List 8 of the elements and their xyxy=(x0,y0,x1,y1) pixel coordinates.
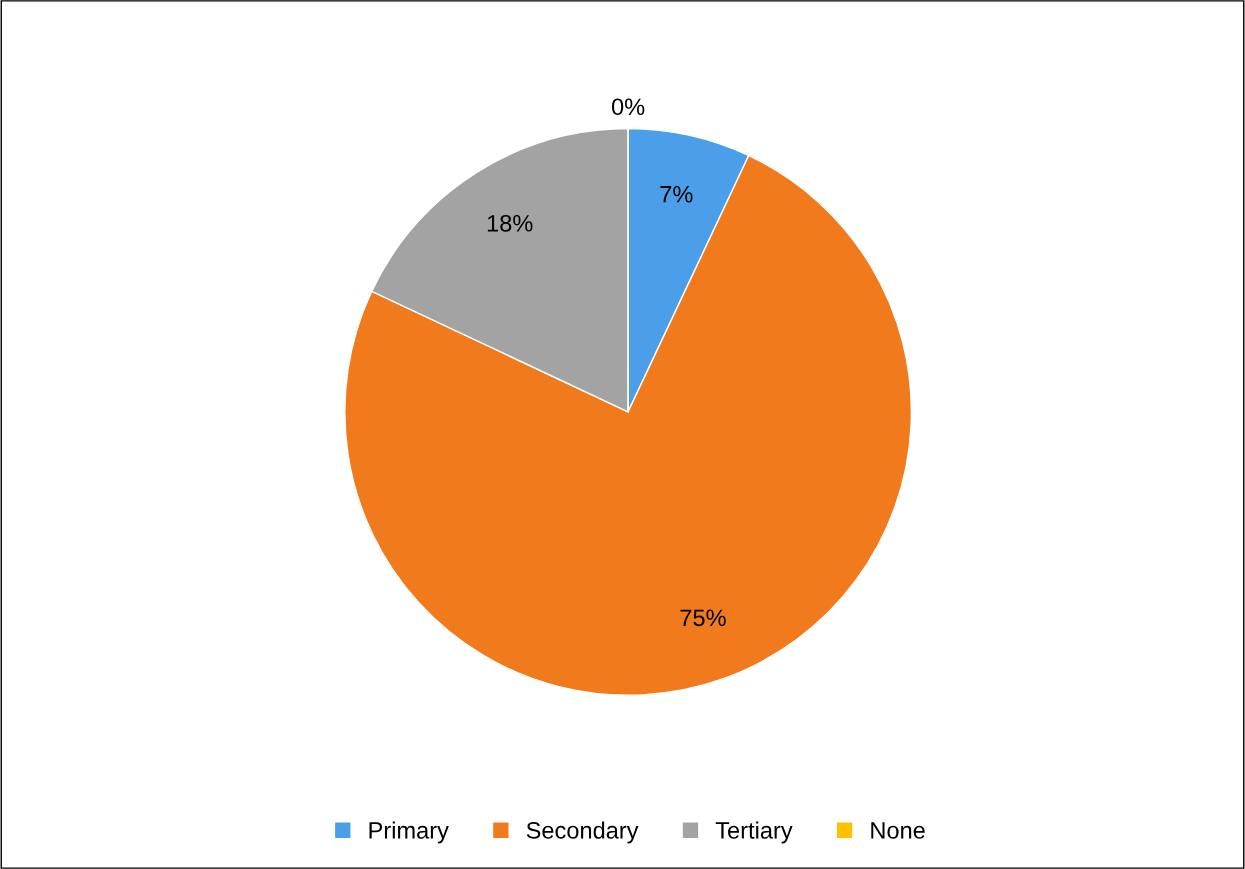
legend-label: Tertiary xyxy=(715,821,793,844)
data-label: 75% xyxy=(680,609,726,627)
legend-label: Primary xyxy=(369,821,449,844)
data-label: 18% xyxy=(487,214,533,232)
legend-label: None xyxy=(871,822,925,839)
data-label: 7% xyxy=(660,185,693,203)
text: 0% xyxy=(611,98,645,116)
legend-label: Secondary xyxy=(526,821,639,844)
